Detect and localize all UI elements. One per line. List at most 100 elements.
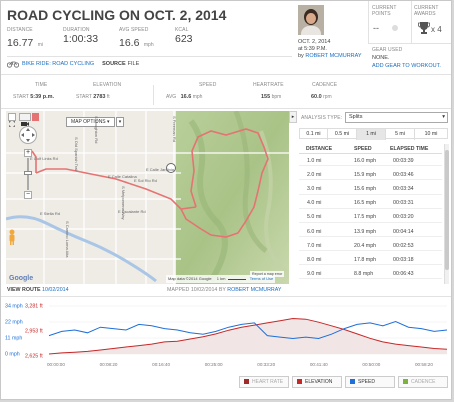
elevation-tick-label: 2,625 ft	[25, 354, 43, 360]
stat-label: DURATION	[63, 27, 90, 33]
tab-5-mi[interactable]: 5 mi	[386, 129, 415, 140]
table-cell: 00:04:14	[393, 228, 414, 235]
x-tick-label: 00:00:00	[47, 362, 65, 367]
table-scrollbar[interactable]	[444, 144, 449, 284]
legend-swatch	[350, 379, 355, 385]
route-map[interactable]: + − MAP OPTIONS ▾ ▾ E Calle Catalina E C…	[6, 111, 289, 284]
scrollbar-thumb[interactable]	[445, 150, 449, 270]
street-label: E Golf Links Rd	[30, 156, 58, 161]
play-route-button[interactable]	[19, 113, 31, 126]
legend-toggle-cadence[interactable]: CADENCE	[398, 376, 448, 388]
table-row: 7.0 mi 20.4 mph 00:02:53	[299, 240, 442, 251]
table-cell: 17.8 mph	[354, 256, 377, 263]
table-cell: 9.0 mi	[307, 270, 322, 277]
legend-toggle-heart-rate[interactable]: HEART RATE	[239, 376, 289, 388]
bike-icon	[7, 61, 19, 68]
legend-toggle-speed[interactable]: SPEED	[345, 376, 395, 388]
terms-link[interactable]: Terms of Use	[249, 276, 274, 281]
divider	[1, 296, 451, 297]
street-label: E Sol Rio Rd	[134, 178, 157, 183]
stat-duration: DURATION 1:00:33	[63, 27, 98, 45]
map-options-label: MAP OPTIONS	[71, 119, 106, 125]
trophy-icon	[418, 22, 430, 34]
avg-cad-value: 60.0	[311, 94, 322, 100]
start-time-value: 5:39 p.m.	[30, 94, 55, 100]
table-row: 6.0 mi 13.9 mph 00:04:14	[299, 226, 442, 237]
speed-tick-label: 22 mph	[5, 320, 23, 326]
table-cell: 00:02:53	[393, 242, 414, 249]
zoom-slider-handle[interactable]	[24, 171, 32, 175]
street-label: E Calle Catalina	[108, 174, 137, 179]
awards-value: x 4	[431, 25, 442, 34]
collapse-panel-button[interactable]: ▸	[289, 111, 297, 123]
activity-type-link[interactable]: BIKE RIDE: ROAD CYCLING	[22, 61, 95, 67]
attribution-text: Map data ©2014 Google	[168, 276, 212, 281]
street-label: S Camino Loma Alta	[65, 221, 70, 258]
table-cell: 15.6 mph	[354, 186, 377, 193]
table-cell: 5.0 mi	[307, 214, 322, 221]
legend-toggle-elevation[interactable]: ELEVATION	[292, 376, 342, 388]
add-gear-link[interactable]: ADD GEAR TO WORKOUT.	[372, 63, 441, 69]
view-route-link[interactable]: 10/02/2014	[42, 287, 69, 293]
speed-tick-label: 0 mph	[5, 352, 20, 358]
tab-1-mi[interactable]: 1 mi	[357, 129, 386, 140]
divider	[1, 74, 451, 75]
expand-icon	[8, 120, 16, 128]
source-value: FILE	[127, 61, 140, 67]
table-cell: 00:03:18	[393, 256, 414, 263]
analysis-type-select[interactable]: Splits ▾	[345, 112, 448, 123]
tab-0-5-mi[interactable]: 0.5 mi	[328, 129, 357, 140]
avatar[interactable]	[298, 5, 324, 35]
avg-heartrate: 155 bpm	[261, 94, 281, 100]
chevron-down-icon: ▾	[442, 114, 445, 120]
points-icon	[392, 25, 398, 31]
start-elev-value: 2783	[93, 94, 106, 100]
tab-10-mi[interactable]: 10 mi	[424, 131, 438, 137]
analysis-panel: ▸ ANALYSIS TYPE: Splits ▾ 0.1 mi 0.5 mi …	[289, 111, 451, 291]
report-map-error-link[interactable]: Report a map error	[250, 271, 285, 277]
points-value: --	[373, 23, 379, 33]
zoom-in-button[interactable]: +	[24, 149, 32, 157]
legend-swatch	[297, 379, 302, 385]
legend-label: ELEVATION	[305, 379, 333, 385]
google-logo: Google	[9, 275, 34, 282]
table-cell: 16.0 mph	[354, 158, 377, 164]
x-tick-label: 00:16:40	[152, 362, 170, 367]
pegman-icon[interactable]	[8, 229, 16, 245]
legend-swatch	[403, 379, 408, 385]
map-options-button[interactable]: MAP OPTIONS ▾	[66, 117, 115, 127]
table-cell: 00:03:39	[393, 158, 414, 164]
column-header: SPEED	[354, 146, 372, 152]
mapped-label: MAPPED 10/02/2014 BY	[167, 287, 226, 293]
tab-0-1-mi[interactable]: 0.1 mi	[300, 129, 328, 140]
table-cell: 13.9 mph	[354, 228, 377, 235]
view-route-label: VIEW ROUTE	[7, 287, 41, 293]
table-header: DISTANCE SPEED ELAPSED TIME	[299, 144, 442, 154]
pan-control[interactable]	[18, 125, 38, 145]
elevation-tick-label: 3,281 ft	[25, 304, 43, 310]
start-marker-icon	[32, 113, 39, 121]
elevation-header: ELEVATION	[93, 82, 122, 88]
column-header: DISTANCE	[306, 146, 333, 152]
user-link[interactable]: ROBERT MCMURRAY	[305, 53, 362, 59]
map-options-toggle[interactable]: ▾	[116, 117, 124, 127]
fullscreen-button[interactable]	[8, 113, 16, 128]
splits-table: DISTANCE SPEED ELAPSED TIME 1.0 mi 16.0 m…	[299, 144, 442, 284]
mapped-user-link[interactable]: ROBERT MCMURRAY	[227, 287, 282, 293]
speed-unit: mph	[192, 94, 203, 100]
zoom-out-button[interactable]: −	[24, 191, 32, 199]
divider	[368, 1, 369, 43]
street-label: E Calle Jardinia	[146, 167, 175, 172]
awards-label: CURRENT AWARDS	[414, 5, 439, 17]
table-cell: 1.0 mi	[307, 158, 322, 164]
table-cell: 8.8 mph	[354, 270, 374, 277]
stat-unit: mi	[37, 42, 44, 48]
stat-value: 16.77	[7, 37, 34, 49]
table-cell: 6.0 mi	[307, 228, 322, 235]
x-tick-label: 00:58:20	[415, 362, 433, 367]
legend-label: CADENCE	[411, 379, 436, 385]
map-canvas[interactable]	[6, 111, 289, 284]
elevation-speed-chart[interactable]: 34 mph 22 mph 11 mph 0 mph 3,281 ft 2,953 ft 2…	[1, 298, 452, 370]
elevation-line	[48, 317, 448, 355]
